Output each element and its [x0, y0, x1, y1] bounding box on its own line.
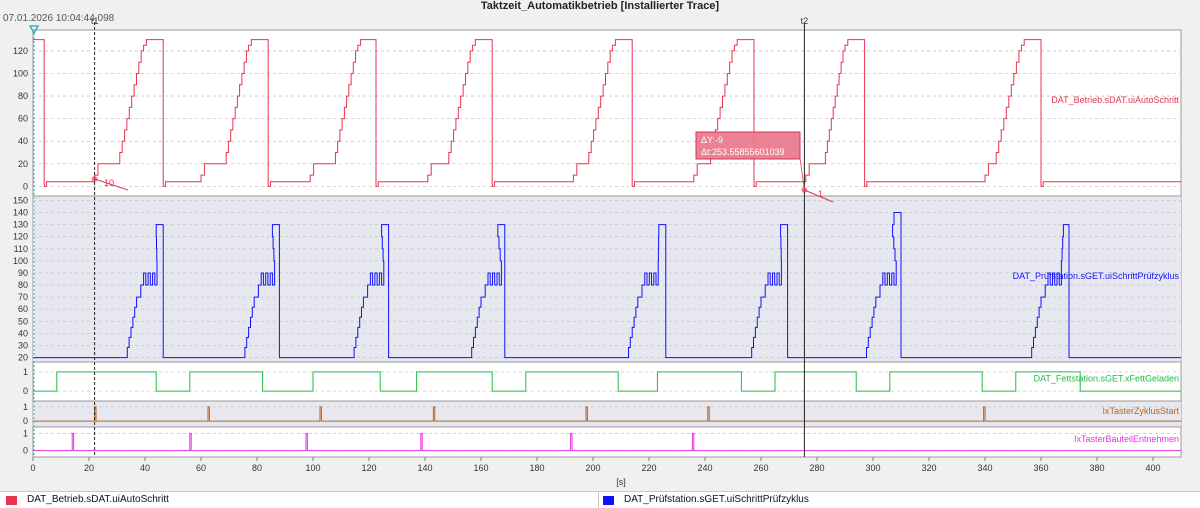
y-tick-label: 80 [18, 91, 28, 101]
x-tick-label: 20 [84, 463, 94, 473]
signal-trace [33, 432, 1181, 452]
trace-timestamp: 07.01.2026 10:04:44.098 [3, 13, 115, 24]
panel-5: 0 1 IxTasterBauteilEntnehmen [23, 426, 1181, 456]
x-tick-label: 80 [252, 463, 262, 473]
x-tick-label: 240 [697, 463, 712, 473]
cursor-t1-label: t1 [91, 16, 99, 26]
x-tick-label: 140 [417, 463, 432, 473]
x-tick-label: 400 [1145, 463, 1160, 473]
x-tick-label: 360 [1033, 463, 1048, 473]
signal-trace [33, 39, 1181, 187]
legend-label: DAT_Betrieb.sDAT.uiAutoSchritt [27, 494, 169, 505]
y-tick-label: 20 [18, 159, 28, 169]
measurement-connector [799, 157, 805, 191]
panel-1: 0 20 40 60 80 100 120 DAT_Betrieb.sDAT.uiAutoSc… [13, 39, 1181, 191]
y-tick-label: 0 [23, 416, 28, 426]
x-tick-label: 380 [1089, 463, 1104, 473]
y-tick-label: 1 [23, 428, 28, 438]
y-tick-label: 80 [18, 280, 28, 290]
measurement-box [695, 131, 801, 160]
legend-entry-autoschritt[interactable]: DAT_Betrieb.sDAT.uiAutoSchritt [6, 494, 169, 506]
y-tick-label: 40 [18, 328, 28, 338]
y-tick-label: 20 [18, 353, 28, 363]
x-tick-label: 280 [809, 463, 824, 473]
y-tick-label: 120 [13, 232, 28, 242]
y-tick-label: 100 [13, 69, 28, 79]
x-tick-label: 60 [196, 463, 206, 473]
y-tick-label: 0 [23, 181, 28, 191]
trigger-marker-icon [28, 25, 40, 35]
y-tick-label: 70 [18, 292, 28, 302]
cursor-t2-label: t2 [801, 16, 809, 26]
x-axis-label: [s] [616, 477, 626, 487]
legend-swatch [603, 495, 614, 505]
signal-label: IxTasterZyklusStart [1102, 406, 1179, 416]
legend-bar: DAT_Betrieb.sDAT.uiAutoSchritt DAT_Prüfs… [0, 491, 1200, 508]
panel-2: 20 30 40 50 60 70 80 90 100 110 120 130 140 150 DAT_Pr… [13, 195, 1181, 363]
x-tick-label: 0 [30, 463, 35, 473]
panel-background [33, 401, 1181, 427]
signal-label: DAT_Betrieb.sDAT.uiAutoSchritt [1051, 95, 1179, 105]
measurement-dt: Δt:253.55855601039 [701, 147, 785, 157]
x-tick-label: 200 [585, 463, 600, 473]
y-tick-label: 120 [13, 46, 28, 56]
y-tick-label: 110 [14, 244, 28, 254]
cursor-t2-value: 1 [818, 189, 823, 199]
panel-background [33, 196, 1181, 362]
measurement-dy: ΔY:-9 [701, 135, 723, 145]
y-tick-label: 40 [18, 136, 28, 146]
x-tick-label: 340 [977, 463, 992, 473]
trace-title: Taktzeit_Automatikbetrieb [Installierter… [480, 0, 720, 12]
cursor-t2-leader [804, 189, 834, 203]
y-tick-label: 100 [13, 256, 28, 266]
x-tick-label: 320 [921, 463, 936, 473]
x-tick-label: 160 [473, 463, 488, 473]
signal-trace [33, 371, 1181, 392]
trace-chart[interactable]: 020406080100120DAT_Betrieb.sDAT.uiAutoSc… [0, 0, 1200, 491]
x-tick-label: 100 [305, 463, 320, 473]
y-tick-label: 0 [23, 446, 28, 456]
x-tick-label: 260 [753, 463, 768, 473]
x-tick-label: 40 [140, 463, 150, 473]
signal-label: DAT_Prüfstation.sGET.uiSchrittPrüfzyklus [1013, 271, 1180, 281]
y-tick-label: 60 [18, 114, 28, 124]
y-tick-label: 1 [23, 367, 28, 377]
signal-trace [33, 406, 1181, 422]
y-tick-label: 90 [18, 268, 28, 278]
y-tick-label: 140 [13, 208, 28, 218]
signal-trace [33, 212, 1181, 359]
legend-entry-pruefzyklus[interactable]: DAT_Prüfstation.sGET.uiSchrittPrüfzyklus [603, 494, 809, 506]
cursor-t1-value: 10 [104, 178, 114, 188]
y-tick-label: 1 [23, 402, 28, 412]
signal-label: DAT_Fettstation.sGET.xFettGeladen [1034, 374, 1179, 384]
panel-4: 0 1 IxTasterZyklusStart [23, 400, 1181, 427]
x-tick-label: 300 [865, 463, 880, 473]
y-tick-label: 50 [18, 316, 28, 326]
y-tick-label: 30 [18, 340, 28, 350]
panel-3: 0 1 DAT_Fettstation.sGET.xFettGeladen [23, 361, 1181, 396]
y-tick-label: 0 [23, 386, 28, 396]
y-tick-label: 130 [13, 220, 28, 230]
signal-label: IxTasterBauteilEntnehmen [1074, 434, 1179, 444]
legend-label: DAT_Prüfstation.sGET.uiSchrittPrüfzyklus [624, 494, 809, 505]
x-tick-label: 220 [641, 463, 656, 473]
legend-swatch [6, 495, 17, 505]
cursor-t1-leader [94, 178, 129, 191]
y-tick-label: 150 [13, 195, 28, 205]
y-tick-label: 60 [18, 304, 28, 314]
x-tick-label: 120 [361, 463, 376, 473]
x-tick-label: 180 [529, 463, 544, 473]
